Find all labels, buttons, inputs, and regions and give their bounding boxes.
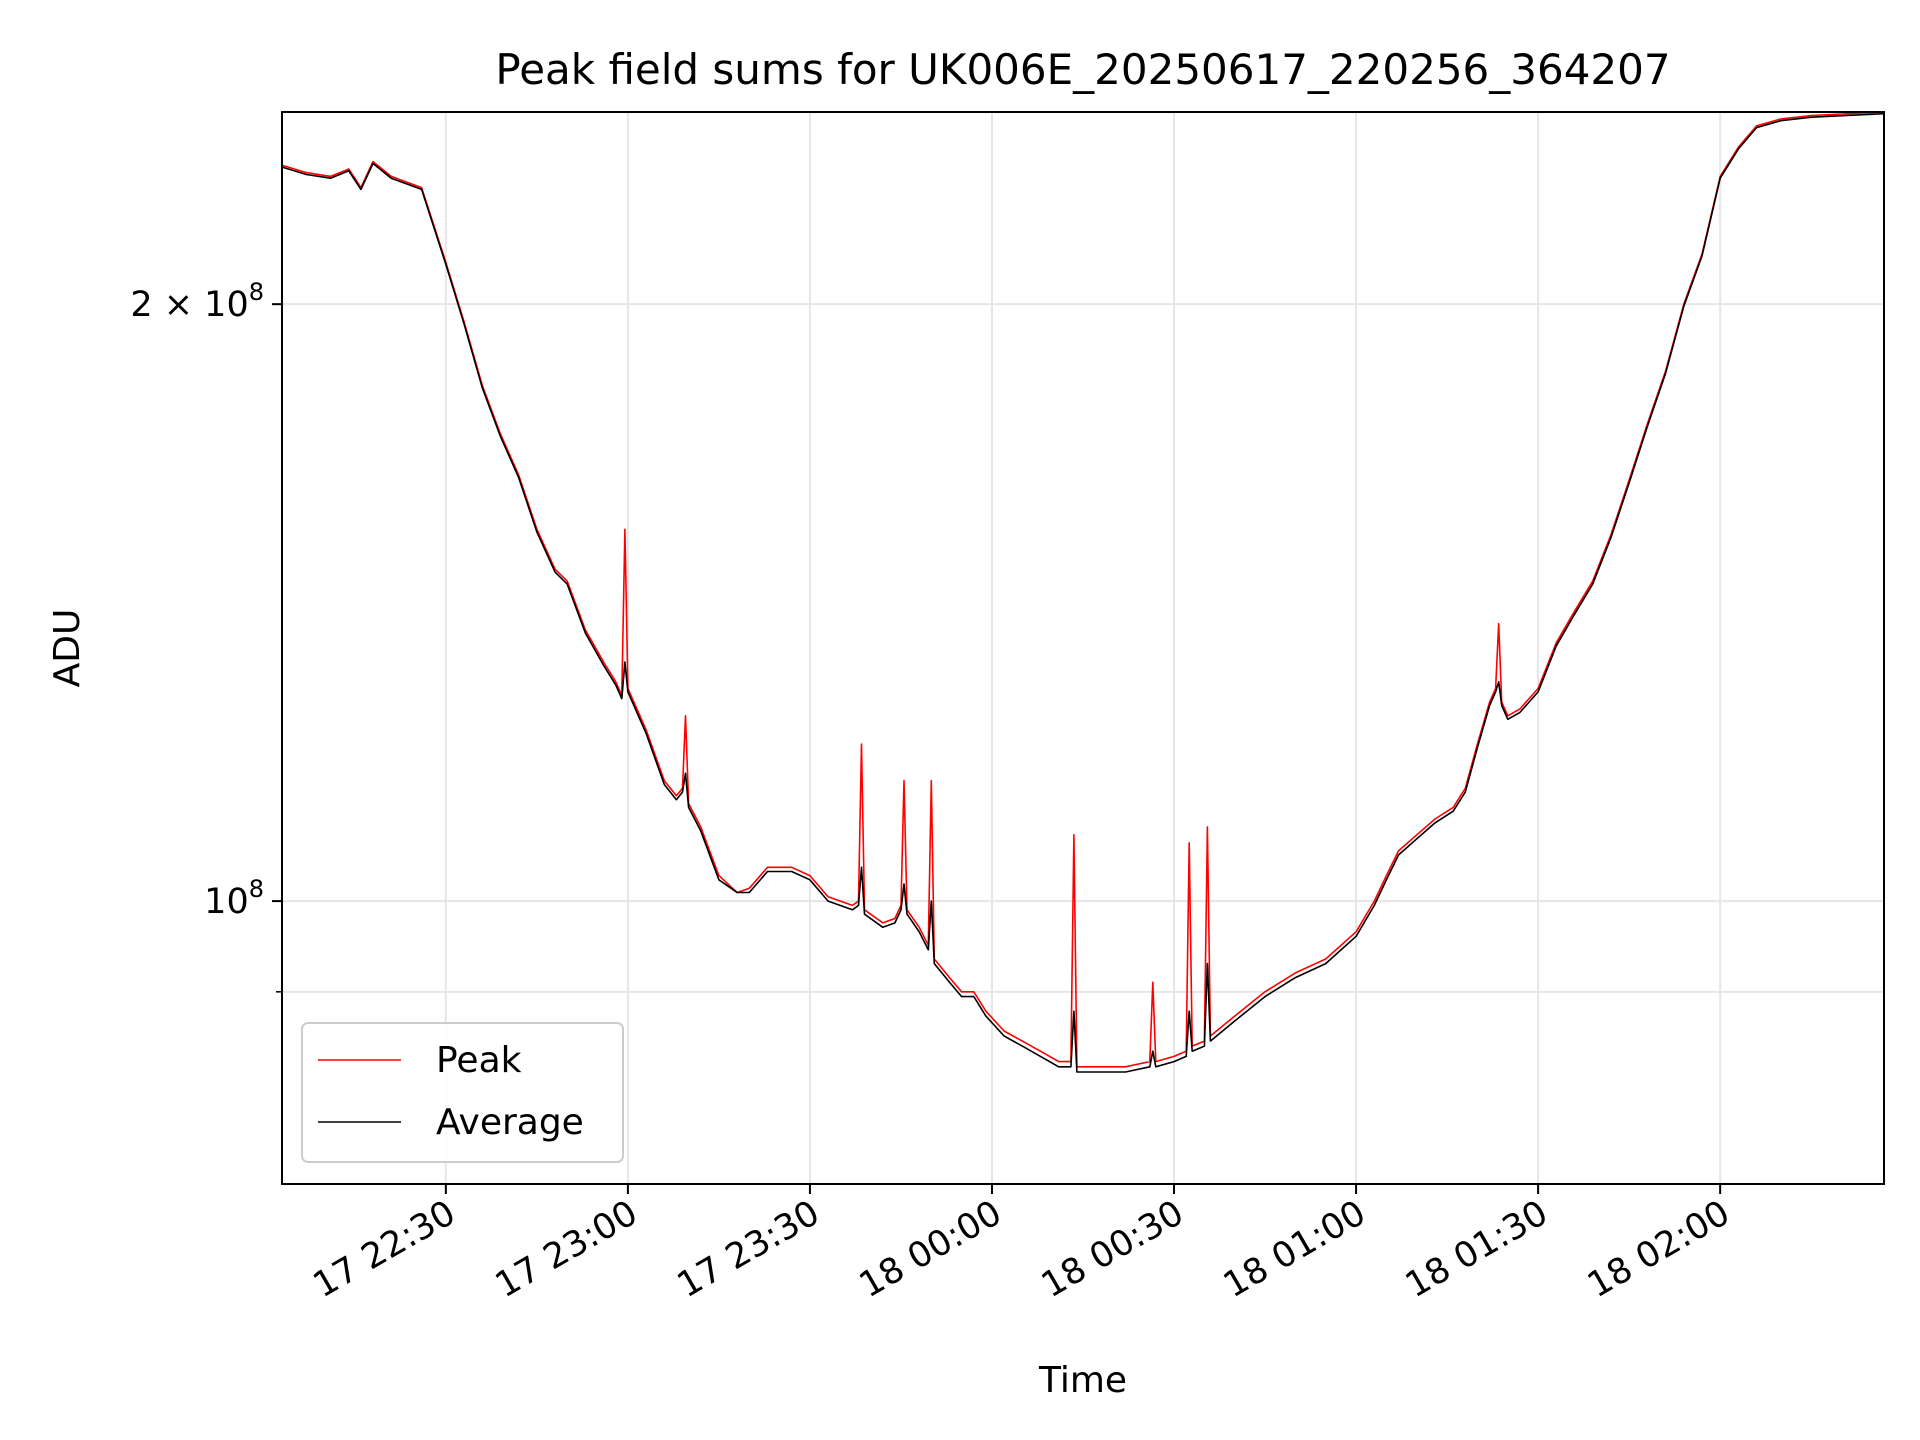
- y-tick-label-exponent: 8: [249, 278, 264, 306]
- y-tick-label: 2 × 108: [130, 278, 264, 325]
- plot-frame: [281, 111, 1885, 1185]
- chart-title: Peak field sums for UK006E_20250617_2202…: [495, 45, 1670, 94]
- y-tick-label-exponent: 8: [249, 875, 264, 903]
- series-line-peak: [282, 112, 1884, 1068]
- y-tick-label-base: 10: [204, 882, 249, 922]
- series-layer: [282, 112, 1884, 1073]
- legend: Peak Average: [301, 1022, 624, 1163]
- legend-label-average: Average: [436, 1102, 584, 1143]
- y-tick-label-base: 2 × 10: [130, 285, 248, 325]
- legend-label-peak: Peak: [436, 1040, 522, 1081]
- y-axis-label: ADU: [47, 609, 88, 688]
- y-tick-label: 108: [204, 875, 264, 922]
- series-line-average: [282, 112, 1884, 1073]
- x-axis-label: Time: [1038, 1360, 1127, 1401]
- legend-frame: [301, 1022, 624, 1163]
